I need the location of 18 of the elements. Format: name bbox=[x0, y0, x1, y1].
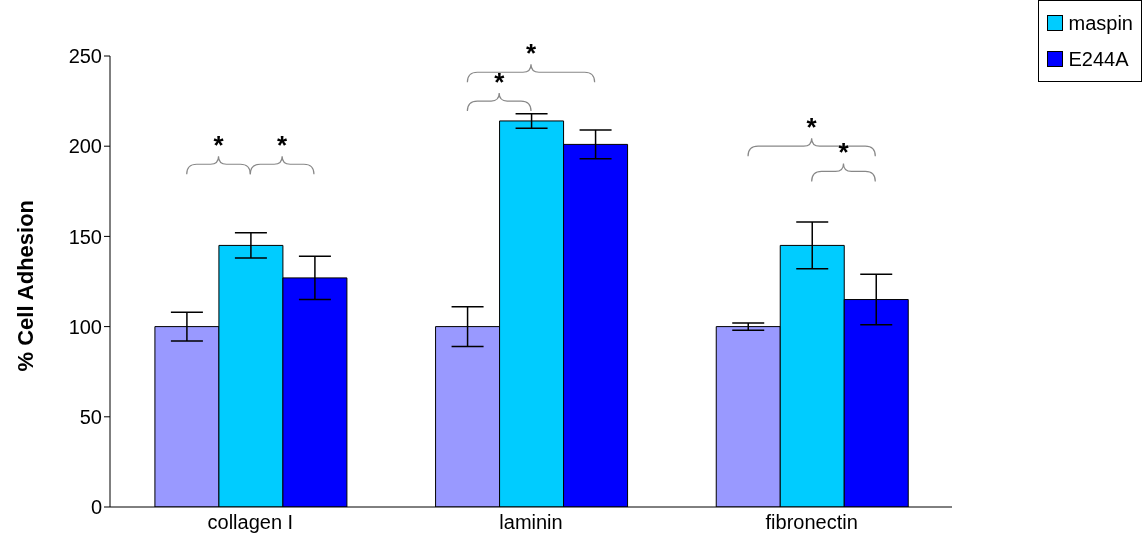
annotation: * bbox=[838, 137, 850, 168]
x-tick-label: fibronectin bbox=[765, 511, 858, 534]
y-tick-label: 250 bbox=[68, 45, 102, 68]
annotation: * bbox=[806, 112, 818, 143]
x-tick-label: collagen I bbox=[207, 511, 294, 534]
y-tick-label: 50 bbox=[79, 405, 102, 428]
y-tick-label: 150 bbox=[68, 225, 102, 248]
x-tick-label: laminin bbox=[499, 511, 563, 534]
y-axis-title: % Cell Adhesion bbox=[12, 199, 38, 372]
annotation: * bbox=[213, 130, 225, 161]
annotation: * bbox=[277, 130, 289, 161]
annotation: * bbox=[525, 38, 537, 69]
y-tick-label: 100 bbox=[68, 315, 102, 338]
annotation: * bbox=[494, 67, 506, 98]
y-tick-label: 0 bbox=[90, 496, 102, 519]
legend-label: maspin bbox=[1068, 11, 1133, 36]
y-tick-label: 200 bbox=[68, 135, 102, 158]
legend-label: E244A bbox=[1068, 47, 1129, 72]
